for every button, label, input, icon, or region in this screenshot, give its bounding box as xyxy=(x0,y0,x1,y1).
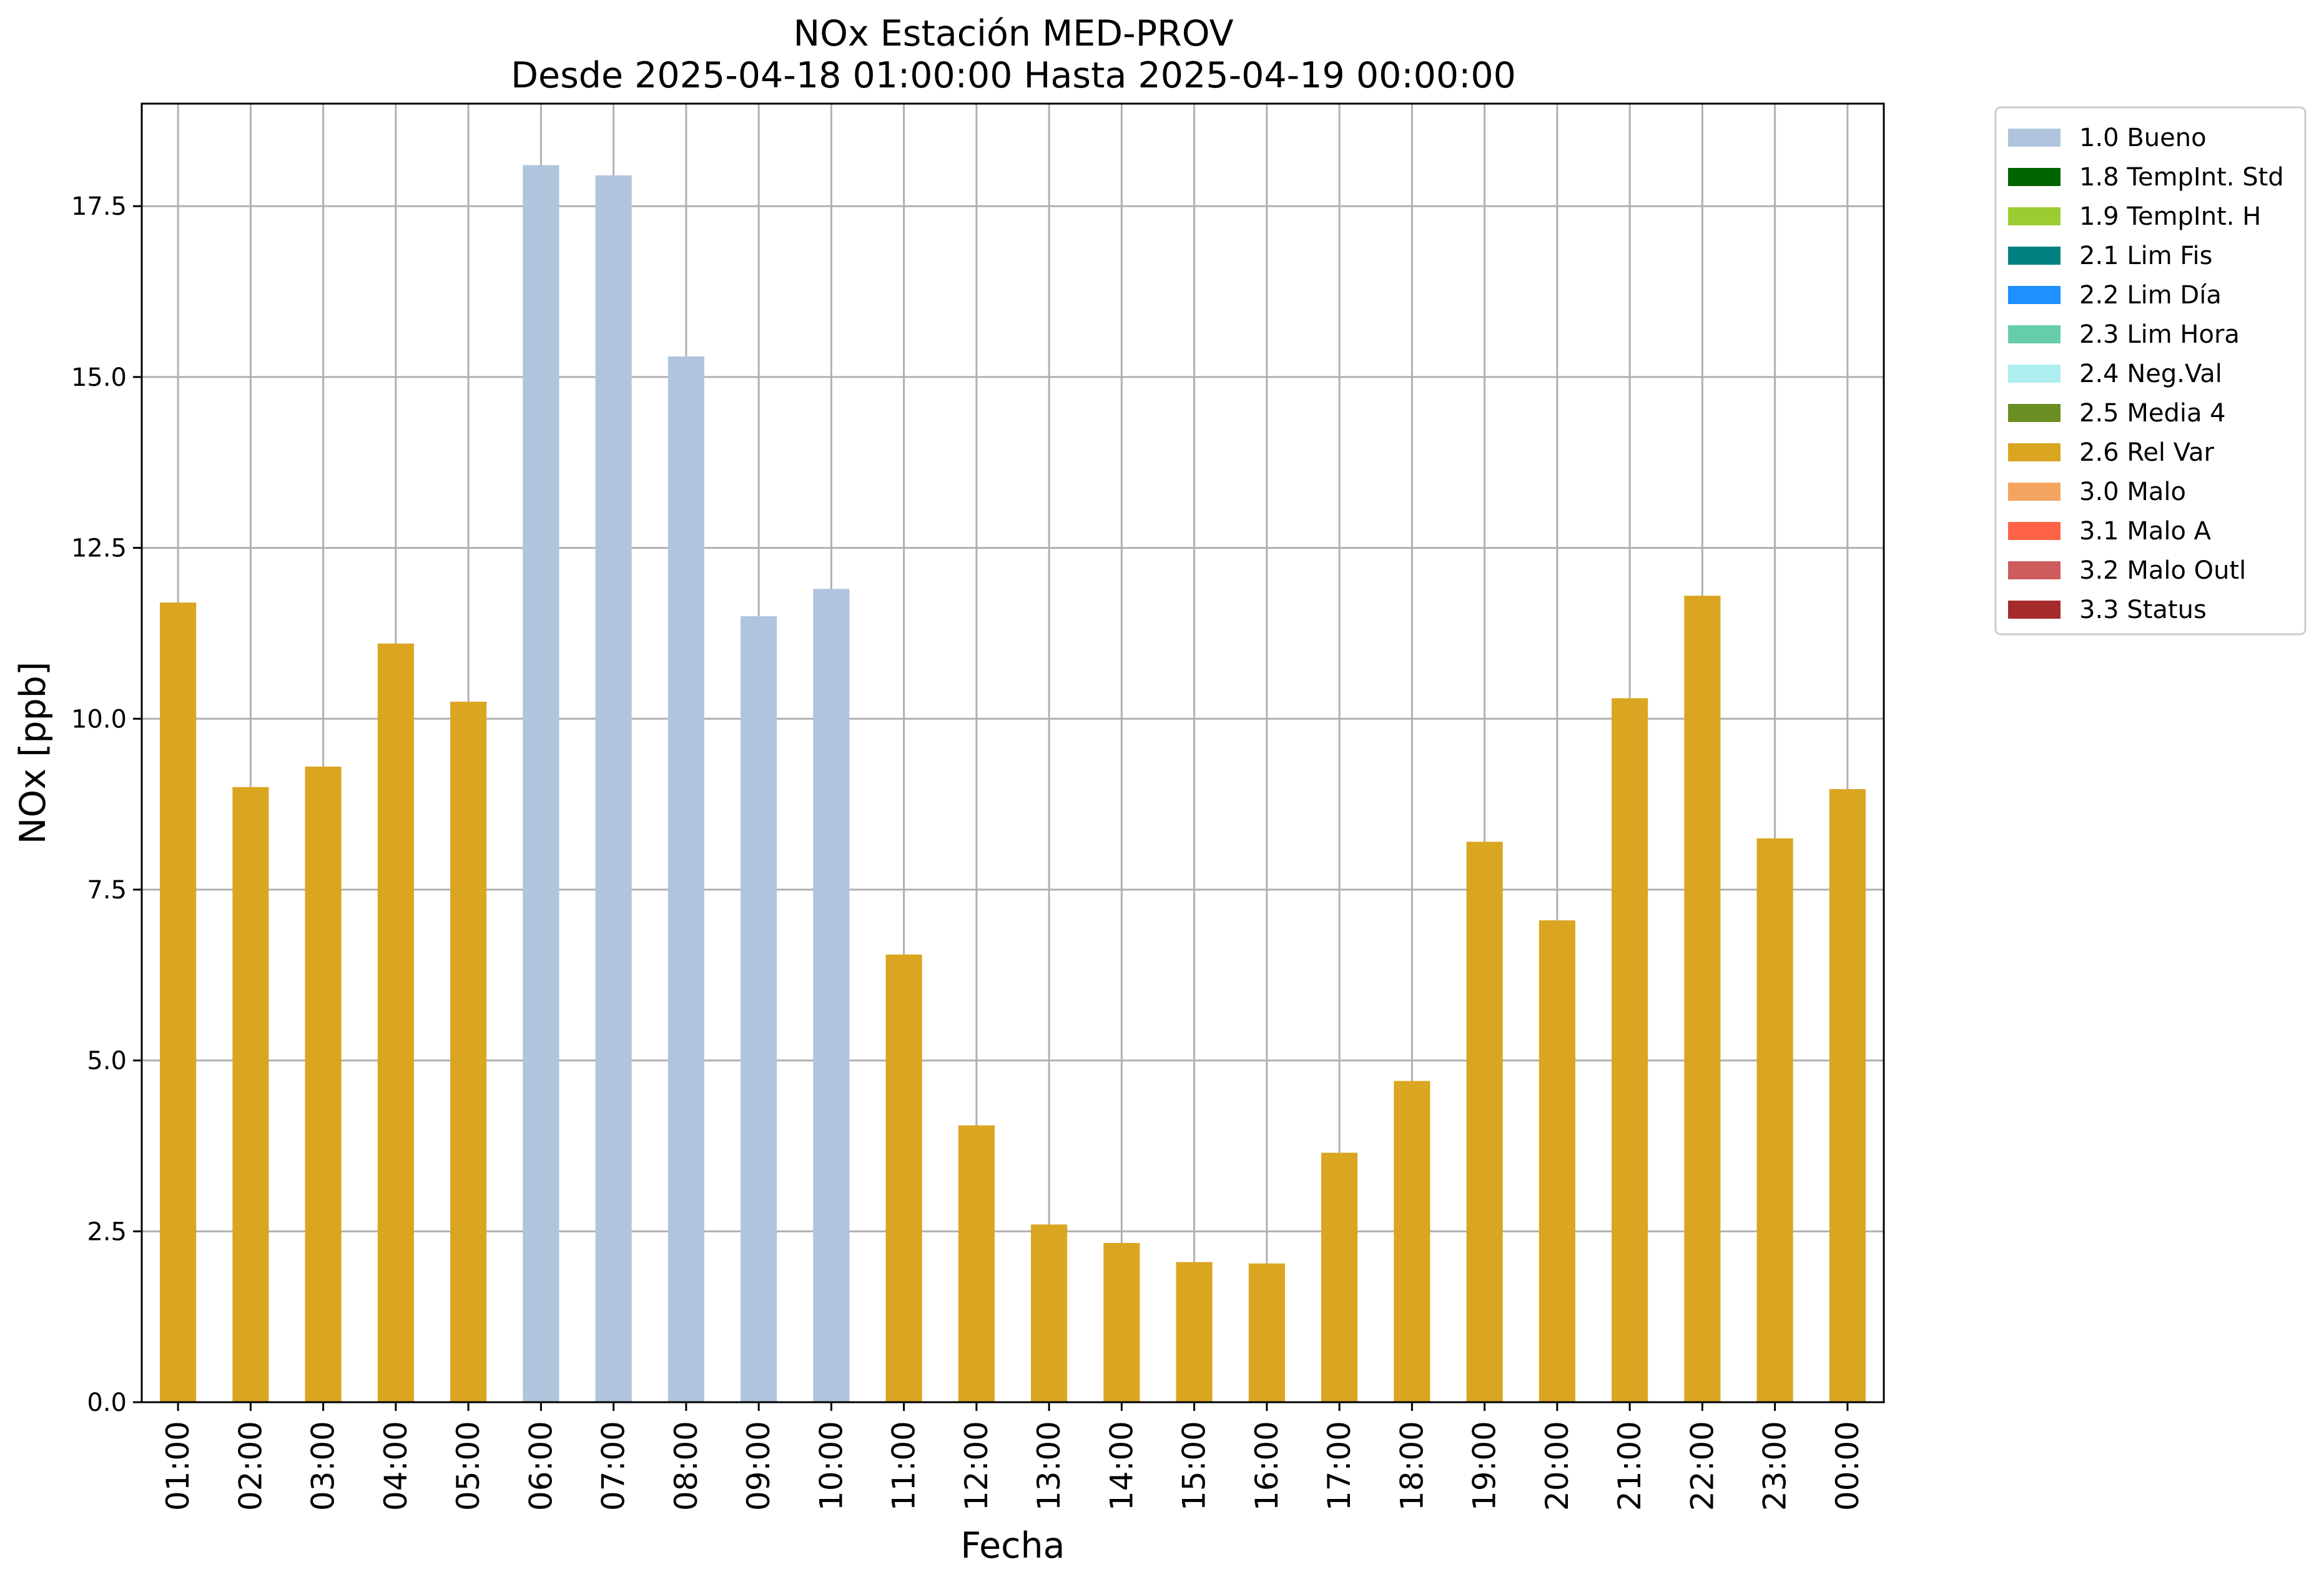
legend-label: 3.3 Status xyxy=(2079,596,2207,624)
bar-0800 xyxy=(667,356,704,1402)
x-tick-labels: 01:00 02:00 03:00 04:00 05:00 06:00 07:00 08:00… xyxy=(160,1421,1866,1511)
legend-label: 2.4 Neg.Val xyxy=(2079,360,2222,388)
y-tick-label: 5.0 xyxy=(87,1047,127,1076)
bar-0500 xyxy=(450,701,487,1402)
y-tick-label: 10.0 xyxy=(71,705,127,734)
legend-label: 2.6 Rel Var xyxy=(2079,438,2215,467)
bar-0600 xyxy=(523,165,559,1402)
legend-swatch xyxy=(2008,483,2061,501)
bar-2200 xyxy=(1684,596,1721,1403)
chart-title: NOx Estación MED-PROV xyxy=(793,13,1233,54)
bar-1000 xyxy=(813,589,850,1402)
chart-subtitle: Desde 2025-04-18 01:00:00 Hasta 2025-04-… xyxy=(511,55,1516,96)
x-tick-label: 02:00 xyxy=(232,1421,268,1511)
x-tick-label: 14:00 xyxy=(1103,1421,1140,1511)
x-tick-label: 04:00 xyxy=(378,1421,414,1511)
bar-2300 xyxy=(1756,838,1793,1402)
legend-frame xyxy=(1994,106,2307,636)
bar-0400 xyxy=(377,643,414,1402)
x-tick-label: 09:00 xyxy=(741,1421,777,1511)
x-tick-label: 03:00 xyxy=(305,1421,342,1511)
bar-1700 xyxy=(1321,1152,1358,1402)
bar-1300 xyxy=(1031,1224,1068,1402)
bar-2000 xyxy=(1539,920,1575,1402)
x-axis-label: Fecha xyxy=(960,1525,1065,1566)
bar-0000 xyxy=(1829,789,1866,1402)
y-tick-label: 7.5 xyxy=(87,876,127,905)
x-tick-label: 05:00 xyxy=(450,1421,486,1511)
bar-2100 xyxy=(1612,698,1648,1402)
plot-frame xyxy=(140,102,1885,1403)
legend-swatch xyxy=(2008,168,2061,186)
x-tick-label: 16:00 xyxy=(1249,1421,1285,1511)
bar-1900 xyxy=(1466,842,1503,1402)
x-tick-label: 00:00 xyxy=(1829,1421,1866,1511)
y-tick-label: 0.0 xyxy=(87,1388,127,1417)
legend-swatch xyxy=(2008,601,2061,619)
y-tick-label: 15.0 xyxy=(71,363,127,392)
legend-swatch xyxy=(2008,522,2061,540)
x-tick-label: 07:00 xyxy=(596,1421,632,1511)
x-tick-label: 19:00 xyxy=(1467,1421,1503,1511)
legend-label: 2.5 Media 4 xyxy=(2079,399,2226,428)
x-tick-label: 22:00 xyxy=(1684,1421,1720,1511)
legend-swatch xyxy=(2008,443,2061,461)
legend-label: 1.9 TempInt. H xyxy=(2079,202,2261,231)
legend-label: 3.0 Malo xyxy=(2079,478,2186,506)
legend-swatch xyxy=(2008,404,2061,422)
y-tick-label: 12.5 xyxy=(71,534,127,563)
legend-label: 1.8 TempInt. Std xyxy=(2079,163,2284,192)
bar-1600 xyxy=(1248,1263,1285,1402)
legend-label: 2.1 Lim Fis xyxy=(2079,242,2212,270)
y-tick-labels: 0.0 2.5 5.0 7.5 10.0 12.5 15.0 17.5 xyxy=(71,192,127,1417)
x-tick-label: 13:00 xyxy=(1031,1421,1067,1511)
legend-swatch xyxy=(2008,286,2061,304)
bar-0700 xyxy=(595,175,632,1402)
y-tick-label: 2.5 xyxy=(87,1217,127,1246)
x-tick-label: 12:00 xyxy=(958,1421,995,1511)
x-tick-label: 18:00 xyxy=(1394,1421,1430,1511)
legend-swatch xyxy=(2008,561,2061,579)
bar-1200 xyxy=(958,1125,995,1402)
x-tick-label: 20:00 xyxy=(1539,1421,1575,1511)
legend-swatch xyxy=(2008,207,2061,225)
y-tick-label: 17.5 xyxy=(71,192,127,221)
axis-ticks xyxy=(133,205,1849,1411)
x-tick-label: 10:00 xyxy=(813,1421,849,1511)
y-axis-label: NOx [ppb] xyxy=(12,662,54,844)
legend-label: 3.2 Malo Outl xyxy=(2079,556,2246,585)
legend-label: 2.2 Lim Día xyxy=(2079,281,2222,310)
legend-swatch xyxy=(2008,365,2061,383)
bar-1100 xyxy=(885,954,922,1402)
bar-0100 xyxy=(160,602,197,1402)
legend-label: 1.0 Bueno xyxy=(2079,124,2207,152)
bar-1500 xyxy=(1176,1262,1213,1402)
bar-1400 xyxy=(1103,1242,1140,1402)
x-tick-label: 17:00 xyxy=(1321,1421,1357,1511)
legend-items: 1.0 Bueno 1.8 TempInt. Std 1.9 TempInt. H 2… xyxy=(2008,124,2284,624)
x-tick-label: 15:00 xyxy=(1176,1421,1213,1511)
bar-1800 xyxy=(1394,1081,1430,1402)
legend-swatch xyxy=(2008,325,2061,343)
x-tick-label: 23:00 xyxy=(1757,1421,1793,1511)
bars xyxy=(160,165,1866,1403)
x-tick-label: 11:00 xyxy=(886,1421,922,1511)
x-tick-label: 01:00 xyxy=(160,1421,196,1511)
x-tick-label: 08:00 xyxy=(668,1421,704,1511)
bar-0900 xyxy=(741,616,777,1402)
legend-label: 3.1 Malo A xyxy=(2079,517,2212,546)
legend-swatch xyxy=(2008,129,2061,147)
x-tick-label: 21:00 xyxy=(1612,1421,1648,1511)
bar-0300 xyxy=(305,766,342,1402)
legend: 1.0 Bueno 1.8 TempInt. Std 1.9 TempInt. H 2… xyxy=(1994,106,2307,636)
legend-label: 2.3 Lim Hora xyxy=(2079,320,2240,349)
bar-0200 xyxy=(232,787,269,1402)
x-tick-label: 06:00 xyxy=(523,1421,559,1511)
legend-swatch xyxy=(2008,247,2061,265)
